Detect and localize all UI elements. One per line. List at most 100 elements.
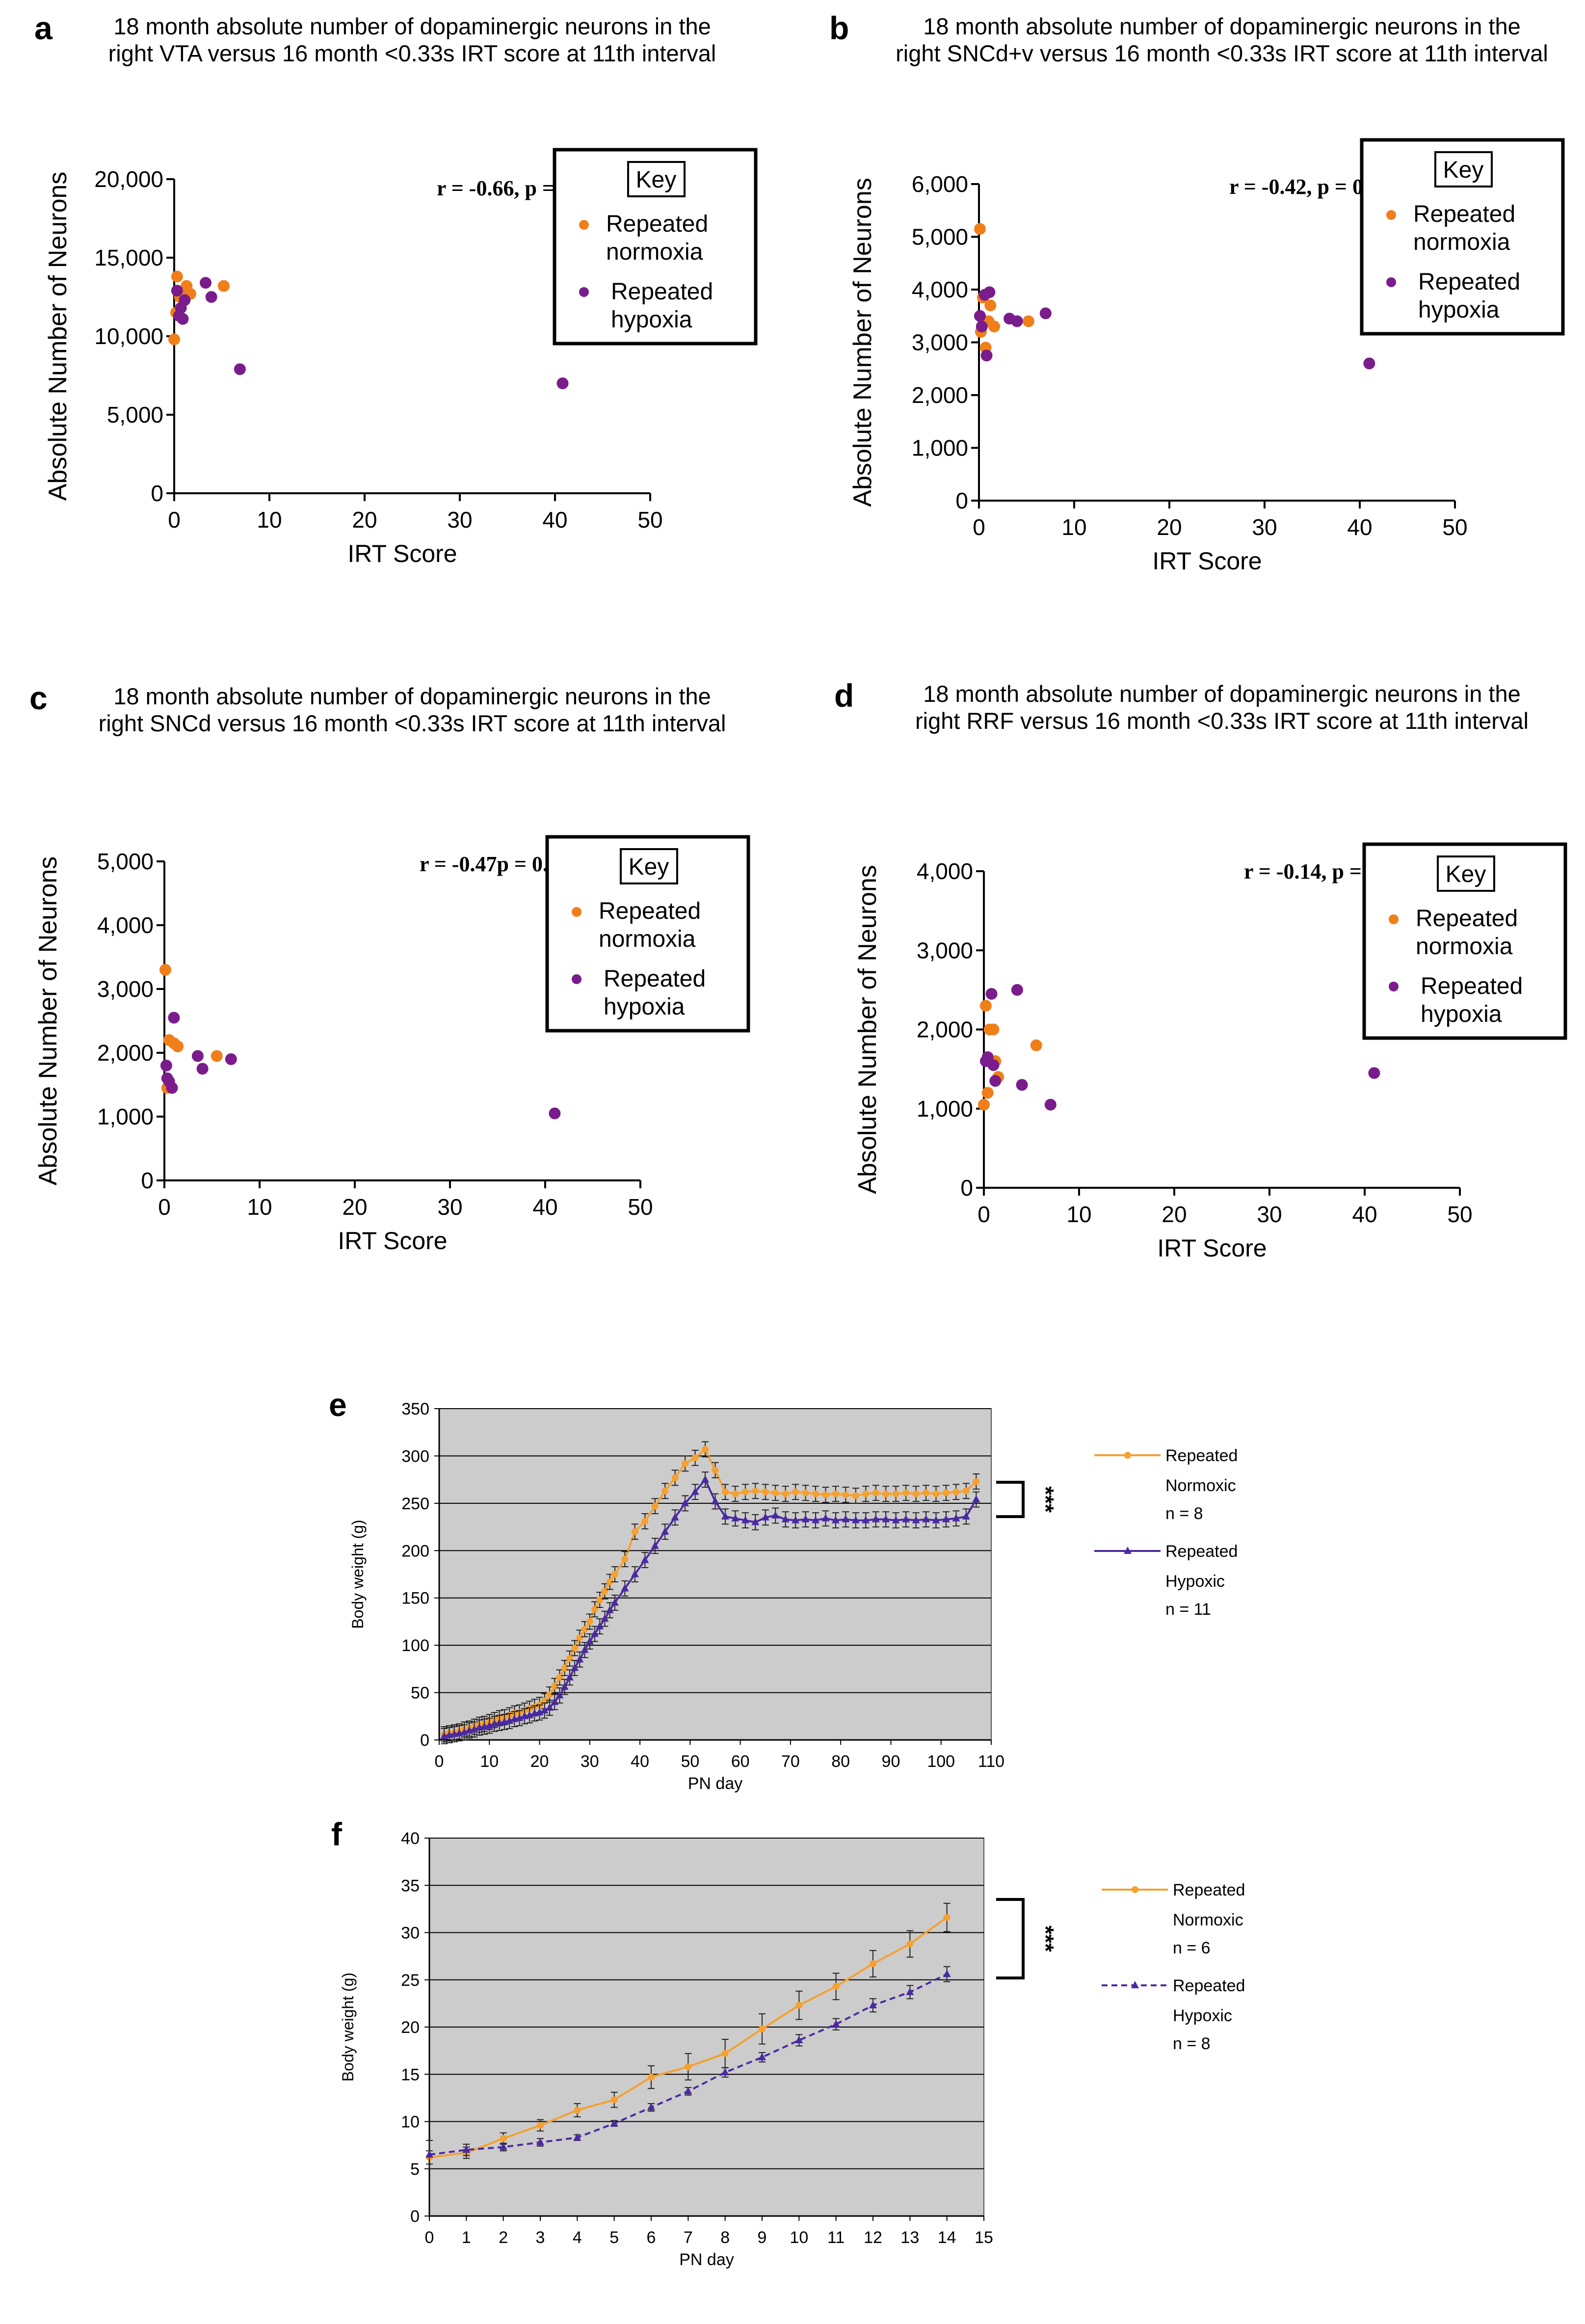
- panel-letter: c: [29, 680, 48, 716]
- x-tick-label: 50: [1447, 1202, 1472, 1227]
- hypoxic-point: [922, 1515, 930, 1523]
- legend-label: Repeated: [1173, 1977, 1245, 1995]
- hypoxic-point: [555, 1691, 564, 1699]
- x-tick-label: 20: [1157, 514, 1182, 540]
- hypoxic-point: [771, 1511, 780, 1519]
- chart-title-line1: 18 month absolute number of dopaminergic…: [113, 683, 711, 709]
- chart-title-line1: 18 month absolute number of dopaminergic…: [923, 13, 1521, 39]
- hypoxia-point: [166, 1082, 178, 1094]
- y-tick-label: 3,000: [97, 976, 154, 1002]
- y-tick-label: 4,000: [912, 277, 968, 302]
- normoxia-point: [1030, 1039, 1042, 1051]
- x-tick-label: 100: [927, 1752, 955, 1771]
- normoxic-point: [581, 1626, 588, 1633]
- x-tick-label: 10: [790, 2228, 808, 2247]
- x-tick-label: 20: [1162, 1202, 1187, 1227]
- hypoxic-point: [610, 2119, 618, 2127]
- normoxic-point: [621, 1555, 629, 1563]
- x-tick-label: 1: [462, 2228, 471, 2247]
- chart-title-line2: right RRF versus 16 month <0.33s IRT sco…: [915, 708, 1529, 734]
- x-tick-label: 2: [499, 2228, 508, 2247]
- x-tick-label: 40: [1347, 514, 1372, 540]
- y-tick-label: 5,000: [97, 849, 154, 874]
- x-tick-label: 0: [435, 1752, 444, 1771]
- hypoxic-point: [581, 1645, 589, 1653]
- x-tick-label: 10: [1066, 1202, 1091, 1227]
- y-tick-label: 200: [401, 1542, 429, 1560]
- x-tick-label: 13: [900, 2228, 919, 2247]
- hypoxic-point: [751, 1518, 760, 1525]
- x-tick-label: 20: [530, 1752, 549, 1771]
- y-tick-label: 20,000: [94, 166, 163, 192]
- normoxic-point: [611, 1571, 618, 1578]
- y-axis-label: Body weight (g): [349, 1520, 367, 1629]
- legend-normoxia-label: Repeated: [1413, 201, 1515, 227]
- y-axis-label: Absolute Number of Neurons: [848, 178, 877, 507]
- normoxic-point: [812, 1490, 819, 1497]
- normoxic-point: [574, 2107, 581, 2114]
- y-tick-label: 3,000: [917, 937, 973, 963]
- legend-hypoxia-label: hypoxia: [604, 994, 685, 1020]
- hypoxia-point: [985, 988, 998, 1000]
- normoxic-point: [892, 1490, 899, 1497]
- hypoxic-point: [515, 1713, 524, 1721]
- significance-bracket: [996, 1898, 1025, 1979]
- hypoxic-point: [801, 1515, 810, 1523]
- chart-title-line2: right VTA versus 16 month <0.33s IRT sco…: [108, 40, 716, 66]
- normoxia-point: [979, 1000, 992, 1012]
- y-tick-label: 25: [401, 1971, 420, 1990]
- x-tick-label: 11: [827, 2228, 845, 2247]
- normoxic-point: [500, 2135, 507, 2142]
- x-tick-label: 3: [536, 2228, 545, 2247]
- normoxic-point: [752, 1487, 759, 1495]
- hypoxic-point: [606, 1605, 614, 1613]
- hypoxic-point: [571, 1663, 579, 1671]
- hypoxic-point: [499, 2142, 507, 2150]
- hypoxia-point: [1363, 357, 1375, 370]
- normoxic-point: [882, 1490, 890, 1497]
- hypoxia-point: [168, 1012, 180, 1024]
- normoxic-point: [962, 1487, 970, 1495]
- normoxic-point: [802, 1489, 809, 1496]
- legend-label: Hypoxic: [1173, 2006, 1232, 2025]
- y-tick-label: 0: [960, 1175, 973, 1201]
- normoxic-point: [832, 1490, 839, 1497]
- normoxic-point: [721, 2050, 729, 2057]
- y-tick-label: 0: [420, 1731, 429, 1750]
- normoxic-point: [537, 2122, 544, 2129]
- hypoxic-point: [842, 1515, 850, 1523]
- hypoxia-point: [983, 286, 996, 298]
- normoxic-point: [601, 1588, 608, 1595]
- normoxic-point: [832, 1983, 840, 1990]
- x-tick-label: 4: [573, 2228, 582, 2247]
- x-tick-label: 5: [609, 2228, 619, 2247]
- x-tick-label: 40: [631, 1752, 649, 1771]
- hypoxic-point: [596, 1622, 604, 1629]
- panel-letter: e: [329, 1387, 347, 1423]
- x-axis-label: IRT Score: [1152, 547, 1262, 575]
- hypoxic-point: [591, 1629, 599, 1637]
- legend-key-box: [620, 848, 678, 884]
- hypoxic-point: [661, 1527, 669, 1535]
- normoxia-point: [159, 964, 171, 976]
- legend-hypoxia-label: hypoxia: [1418, 297, 1500, 323]
- normoxic-point: [651, 1502, 659, 1510]
- y-tick-label: 1,000: [912, 435, 968, 461]
- normoxic-point: [852, 1492, 859, 1499]
- line-panel-e: e 0 50 100 150 200 250 300 350 0 10 20 30 40 50 60 70 80 9…: [329, 1387, 1238, 1793]
- scatter-panel-c: c 18 month absolute number of dopaminergi…: [29, 680, 750, 1255]
- y-tick-label: 4,000: [917, 858, 973, 884]
- legend-title: Key: [1446, 861, 1486, 887]
- panel-letter: a: [34, 10, 53, 46]
- hypoxic-point: [851, 1516, 860, 1523]
- normoxic-point: [712, 1467, 719, 1474]
- y-tick-label: 50: [411, 1684, 429, 1703]
- y-tick-label: 1,000: [97, 1104, 154, 1129]
- hypoxic-point: [425, 2150, 433, 2158]
- x-tick-label: 40: [542, 507, 567, 533]
- legend-marker-hypoxic: [1124, 1547, 1132, 1554]
- legend-label: Repeated: [1165, 1446, 1238, 1465]
- hypoxic-point: [942, 1515, 950, 1523]
- legend-hypoxia-label: Repeated: [611, 279, 713, 305]
- normoxic-point: [741, 1488, 749, 1496]
